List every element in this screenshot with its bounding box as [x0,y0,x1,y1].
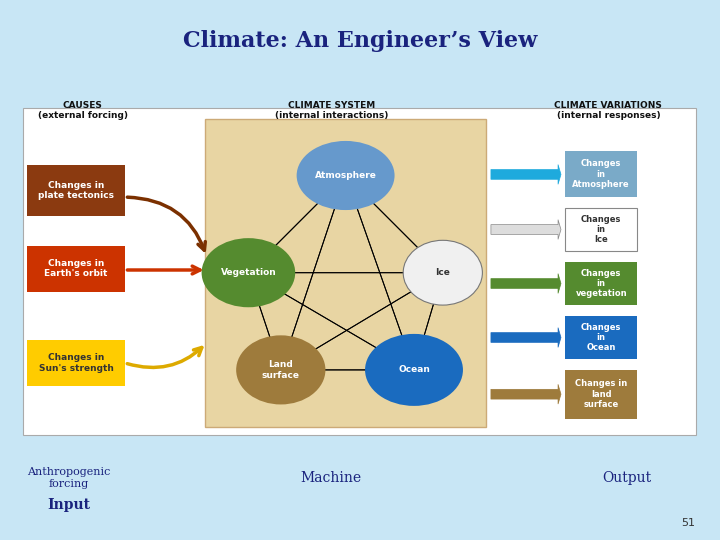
Text: Ocean: Ocean [398,366,430,374]
Text: Changes
in
Ocean: Changes in Ocean [581,322,621,353]
Text: Anthropogenic
forcing: Anthropogenic forcing [27,467,110,489]
Text: Output: Output [602,471,651,485]
Bar [565,262,637,305]
Text: CLIMATE SYSTEM
(internal interactions): CLIMATE SYSTEM (internal interactions) [274,101,388,120]
FancyBboxPatch shape [205,119,486,427]
Text: Changes
in
Atmosphere: Changes in Atmosphere [572,159,630,189]
Ellipse shape [202,238,295,307]
Text: CLIMATE VARIATIONS
(internal responses): CLIMATE VARIATIONS (internal responses) [554,101,662,120]
Text: Changes in
Sun's strength: Changes in Sun's strength [39,354,113,373]
Text: Land
surface: Land surface [262,360,300,380]
Bar [27,340,125,386]
Text: Changes in
Earth's orbit: Changes in Earth's orbit [44,259,108,278]
Bar [27,246,125,292]
Bar [565,316,637,359]
Text: Vegetation: Vegetation [220,268,276,277]
Text: Changes
in
Ice: Changes in Ice [581,214,621,245]
Bar [565,208,637,251]
Bar [565,370,637,418]
Text: 51: 51 [681,518,695,528]
Ellipse shape [297,141,395,210]
Ellipse shape [403,240,482,305]
Text: Changes
in
vegetation: Changes in vegetation [575,268,627,299]
Bar [565,151,637,197]
Bar [27,165,125,216]
Text: CAUSES
(external forcing): CAUSES (external forcing) [37,101,128,120]
FancyBboxPatch shape [23,108,696,435]
Text: Input: Input [47,498,90,512]
Ellipse shape [365,334,463,406]
Ellipse shape [236,335,325,404]
Text: Machine: Machine [301,471,361,485]
Text: Climate: An Engineer’s View: Climate: An Engineer’s View [183,30,537,51]
Text: Ice: Ice [436,268,450,277]
Text: Changes in
plate tectonics: Changes in plate tectonics [38,181,114,200]
Text: Changes in
land
surface: Changes in land surface [575,379,627,409]
Text: Atmosphere: Atmosphere [315,171,377,180]
